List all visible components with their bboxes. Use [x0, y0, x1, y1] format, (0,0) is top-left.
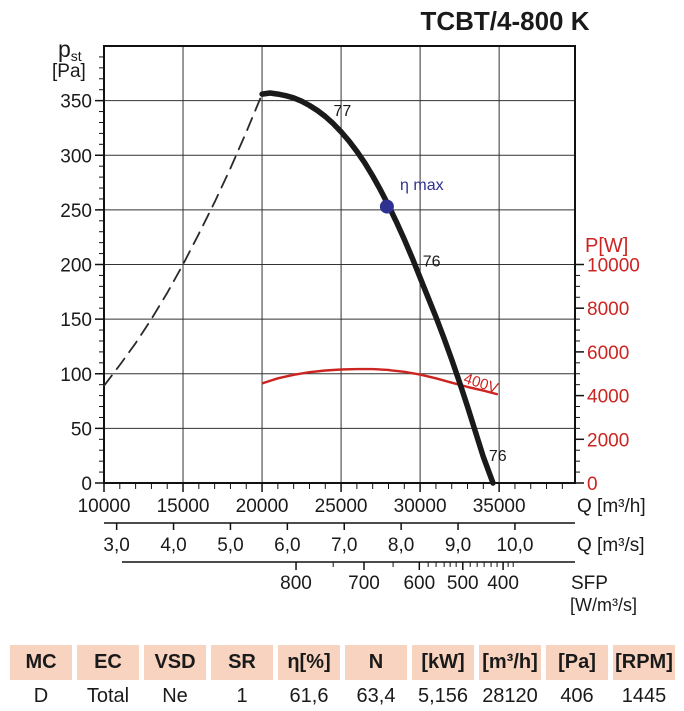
y-right-tick-label: 2000	[587, 430, 629, 451]
performance-table: MC EC VSD SR η[%] N [kW] [m³/h] [Pa] [RP…	[10, 645, 675, 710]
chart-area: TCBT/4-800 K pst [Pa] P[W] Q [m³/h] Q [m…	[52, 6, 646, 615]
y-left-axis-unit: [Pa]	[52, 61, 86, 82]
sfp-tick-label: 800	[280, 573, 312, 594]
power-curve-400V	[261, 367, 499, 396]
sfp-tick-label: 500	[447, 573, 479, 594]
table-header-rpm: [RPM]	[613, 645, 675, 680]
table-value-vsd: Ne	[162, 685, 188, 707]
y-left-symbol: p	[58, 36, 71, 62]
table-value-ec: Total	[86, 685, 130, 707]
x-axis-m3s-tick-label: 6,0	[274, 535, 300, 556]
y-left-tick-label: 200	[60, 256, 92, 277]
y-left-tick-label: 300	[60, 146, 92, 167]
x-axis-tick-label: 25000	[315, 496, 368, 517]
table-value-rpm: 1445	[621, 685, 667, 707]
x-axis-m3s-tick-label: 3,0	[103, 535, 129, 556]
sfp-tick-label: 600	[403, 573, 435, 594]
curve-annotation: η max	[400, 177, 444, 194]
table-value-sr: 1	[236, 685, 248, 707]
x-axis-title-m3s: Q [m³/s]	[577, 535, 645, 556]
y-right-tick-label: 8000	[587, 299, 629, 320]
eta-max-point	[379, 199, 394, 214]
sfp-tick-label: 700	[348, 573, 380, 594]
y-right-tick-label: 6000	[587, 343, 629, 364]
table-value-pa: 406	[560, 685, 594, 707]
y-left-tick-label: 350	[60, 92, 92, 113]
fan-pressure-curve	[259, 90, 496, 486]
table-header-kw: [kW]	[412, 645, 474, 680]
curve-annotation: 77	[333, 103, 351, 120]
x-axis-m3s-tick-label: 9,0	[445, 535, 471, 556]
table-value-eta: 61,6	[289, 685, 329, 707]
chart-title: TCBT/4-800 K	[420, 6, 589, 36]
y-right-tick-label: 4000	[587, 387, 629, 408]
y-left-tick-label: 100	[60, 365, 92, 386]
sfp-tick-label: 400	[487, 573, 519, 594]
table-value-kw: 5,156	[417, 685, 469, 707]
sfp-axis-title: SFP	[571, 573, 608, 594]
y-right-axis-title: P[W]	[585, 235, 628, 257]
x-axis-m3s-tick-label: 10,0	[496, 535, 533, 556]
table-header-m3h: [m³/h]	[479, 645, 541, 680]
y-left-tick-label: 250	[60, 201, 92, 222]
table-header-sr: SR	[211, 645, 273, 680]
table-value-n: 63,4	[356, 685, 396, 707]
y-left-tick-label: 50	[71, 419, 92, 440]
table-header-mc: MC	[10, 645, 72, 680]
curve-annotation: 76	[489, 448, 507, 465]
y-right-tick-label: 0	[587, 474, 598, 495]
x-axis-m3s-tick-label: 4,0	[160, 535, 186, 556]
curve-annotation: 76	[423, 254, 441, 271]
table-header-pa: [Pa]	[546, 645, 608, 680]
y-left-tick-label: 0	[81, 474, 92, 495]
table-header-n: N	[345, 645, 407, 680]
x-axis-tick-label: 30000	[394, 496, 447, 517]
table-value-m3h: 28120	[482, 685, 538, 707]
y-left-axis-title: pst	[58, 36, 82, 64]
x-axis-m3s-tick-label: 8,0	[388, 535, 414, 556]
table-header-eta: η[%]	[278, 645, 340, 680]
y-right-tick-label: 10000	[587, 256, 640, 277]
x-axis-tick-label: 35000	[473, 496, 526, 517]
x-axis-tick-label: 10000	[78, 496, 131, 517]
x-axis-m3s-tick-label: 7,0	[331, 535, 357, 556]
y-left-subscript: st	[71, 48, 82, 64]
system-resistance-curve	[103, 93, 264, 387]
x-axis-tick-label: 15000	[157, 496, 210, 517]
x-axis-tick-label: 20000	[236, 496, 289, 517]
sfp-axis-unit: [W/m³/s]	[570, 595, 637, 615]
table-header-ec: EC	[77, 645, 139, 680]
x-axis-title-m3h: Q [m³/h]	[577, 496, 646, 517]
table-value-mc: D	[33, 685, 49, 707]
fan-performance-chart: TCBT/4-800 K pst [Pa] P[W] Q [m³/h] Q [m…	[52, 6, 646, 615]
x-axis-m3s-tick-label: 5,0	[217, 535, 243, 556]
y-left-tick-label: 150	[60, 310, 92, 331]
table-header-vsd: VSD	[144, 645, 206, 680]
